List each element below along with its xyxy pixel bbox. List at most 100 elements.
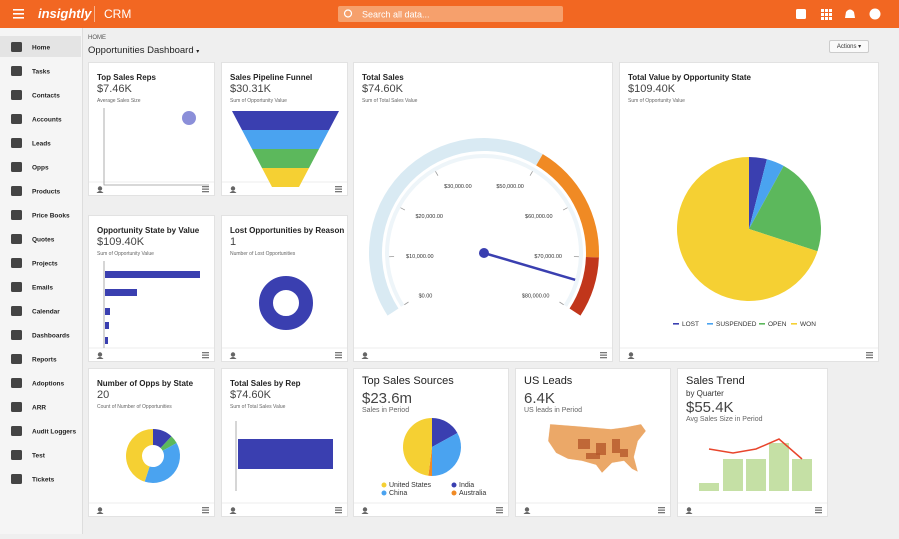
list-icon[interactable] bbox=[658, 507, 665, 508]
owner-icon-body bbox=[97, 191, 104, 193]
nav-item[interactable]: Projects bbox=[32, 261, 58, 268]
needle-hub bbox=[479, 248, 489, 258]
nav-item[interactable]: Tickets bbox=[32, 477, 55, 484]
page-title-text: Opportunities Dashboard bbox=[88, 45, 194, 56]
nav-icon bbox=[11, 282, 22, 292]
gauge-tick bbox=[563, 208, 567, 210]
nav-item[interactable]: Opps bbox=[32, 165, 49, 172]
gauge-tick bbox=[401, 208, 405, 210]
list-icon[interactable] bbox=[335, 352, 342, 353]
nav-icon bbox=[11, 234, 22, 244]
map-region bbox=[620, 449, 628, 457]
nav-item[interactable]: Audit Loggers bbox=[32, 429, 76, 436]
nav-item[interactable]: Calendar bbox=[32, 309, 60, 316]
owner-icon[interactable] bbox=[231, 507, 235, 511]
list-icon[interactable] bbox=[658, 512, 665, 513]
list-icon[interactable] bbox=[600, 357, 607, 358]
owner-icon[interactable] bbox=[98, 186, 102, 190]
nav-icon bbox=[11, 66, 22, 76]
widget-title: Opportunity State by Value bbox=[97, 226, 199, 235]
nav-item[interactable]: Home bbox=[32, 45, 50, 52]
nav-item[interactable]: Dashboards bbox=[32, 333, 70, 340]
list-icon[interactable] bbox=[335, 186, 342, 187]
list-icon[interactable] bbox=[815, 512, 822, 513]
nav-item[interactable]: Quotes bbox=[32, 237, 55, 244]
list-icon[interactable] bbox=[202, 510, 209, 511]
owner-icon[interactable] bbox=[98, 507, 102, 511]
nav-item[interactable]: Price Books bbox=[32, 213, 70, 220]
owner-icon[interactable] bbox=[363, 507, 367, 511]
nav-item[interactable]: Tasks bbox=[32, 69, 50, 76]
header-icons[interactable] bbox=[796, 9, 881, 21]
nav-icon bbox=[11, 42, 22, 52]
list-icon[interactable] bbox=[202, 357, 209, 358]
list-icon[interactable] bbox=[202, 191, 209, 192]
widget-title: Sales Trend bbox=[686, 375, 745, 387]
list-icon[interactable] bbox=[202, 355, 209, 356]
nav-item[interactable]: Adoptions bbox=[32, 381, 65, 388]
list-icon[interactable] bbox=[866, 357, 873, 358]
nav-item[interactable]: ARR bbox=[32, 405, 46, 412]
list-icon[interactable] bbox=[815, 510, 822, 511]
list-icon[interactable] bbox=[815, 507, 822, 508]
list-icon[interactable] bbox=[335, 191, 342, 192]
owner-icon-body bbox=[230, 357, 237, 359]
list-icon[interactable] bbox=[335, 510, 342, 511]
list-icon[interactable] bbox=[866, 355, 873, 356]
caret[interactable]: ▾ bbox=[196, 49, 199, 55]
list-icon[interactable] bbox=[202, 189, 209, 190]
menu-icon[interactable] bbox=[13, 9, 24, 19]
widget-value: $55.4K bbox=[686, 399, 734, 416]
list-icon[interactable] bbox=[335, 189, 342, 190]
list-icon[interactable] bbox=[335, 355, 342, 356]
legend-swatch bbox=[707, 323, 713, 325]
actions-button[interactable]: Actions ▾ bbox=[829, 40, 869, 53]
owner-icon[interactable] bbox=[231, 186, 235, 190]
map-region bbox=[586, 453, 600, 459]
widget-value: $74.60K bbox=[362, 83, 403, 95]
nav-item[interactable]: Accounts bbox=[32, 117, 62, 124]
widget-title: Top Sales Sources bbox=[362, 375, 454, 387]
list-icon[interactable] bbox=[202, 507, 209, 508]
nav-icon bbox=[11, 306, 22, 316]
list-icon[interactable] bbox=[335, 512, 342, 513]
bar bbox=[699, 483, 719, 491]
owner-icon[interactable] bbox=[629, 352, 633, 356]
owner-icon[interactable] bbox=[231, 352, 235, 356]
breadcrumb[interactable]: HOME bbox=[88, 35, 106, 41]
widget-caption: by Quarter bbox=[686, 389, 724, 398]
owner-icon[interactable] bbox=[98, 352, 102, 356]
owner-icon[interactable] bbox=[525, 507, 529, 511]
owner-icon-body bbox=[362, 357, 369, 359]
list-icon[interactable] bbox=[335, 507, 342, 508]
list-icon[interactable] bbox=[496, 507, 503, 508]
nav-icon bbox=[11, 330, 22, 340]
nav-item[interactable]: Contacts bbox=[32, 93, 60, 100]
nav-item[interactable]: Test bbox=[32, 453, 46, 460]
legend-swatch bbox=[791, 323, 797, 325]
owner-icon[interactable] bbox=[687, 507, 691, 511]
legend-label: India bbox=[459, 482, 474, 489]
list-icon[interactable] bbox=[202, 186, 209, 187]
owner-icon[interactable] bbox=[363, 352, 367, 356]
widget-subtitle: Sum of Opportunity Value bbox=[628, 98, 685, 104]
list-icon[interactable] bbox=[202, 352, 209, 353]
widget-graphics: $0.00$10,000.00$20,000.00$30,000.00$50,0… bbox=[354, 63, 613, 362]
list-icon[interactable] bbox=[658, 510, 665, 511]
bar bbox=[769, 443, 789, 491]
nav-item[interactable]: Reports bbox=[32, 357, 57, 364]
owner-icon-body bbox=[686, 512, 693, 514]
list-icon[interactable] bbox=[202, 512, 209, 513]
nav-item[interactable]: Leads bbox=[32, 141, 51, 148]
nav-item[interactable]: Emails bbox=[32, 285, 53, 292]
list-icon[interactable] bbox=[600, 355, 607, 356]
list-icon[interactable] bbox=[600, 352, 607, 353]
list-icon[interactable] bbox=[496, 510, 503, 511]
nav-item[interactable]: Products bbox=[32, 189, 61, 196]
list-icon[interactable] bbox=[866, 352, 873, 353]
list-icon[interactable] bbox=[335, 357, 342, 358]
list-icon[interactable] bbox=[496, 512, 503, 513]
